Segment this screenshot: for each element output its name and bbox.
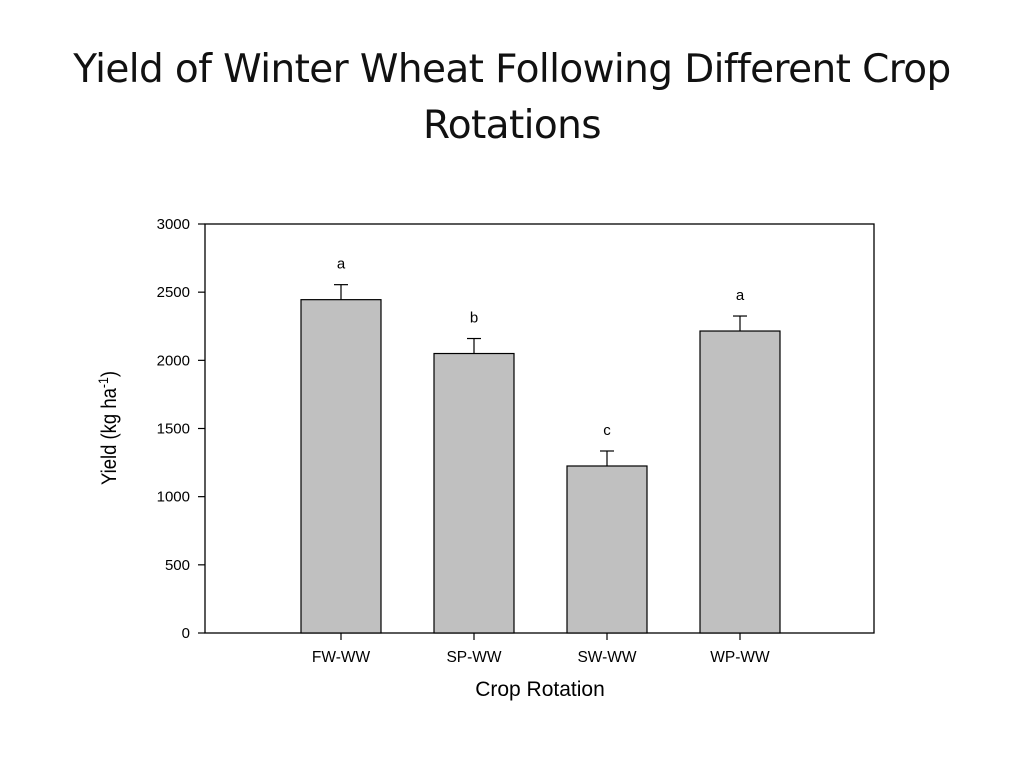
significance-label: a [337,256,346,273]
y-axis-title-superscript: -1 [95,377,111,388]
slide-title: Yield of Winter Wheat Following Differen… [40,42,984,154]
slide-title-line-1: Yield of Winter Wheat Following Differen… [73,47,951,92]
bar-series: a b c a [300,256,781,634]
x-tick-label: SW-WW [577,649,636,666]
significance-label: c [603,422,611,439]
y-tick-label: 1000 [157,489,190,506]
y-axis: 0 500 1000 1500 2000 2500 3000 [157,216,205,642]
x-tick-label: SP-WW [446,649,501,666]
significance-label: a [736,287,745,304]
x-axis-title: Crop Rotation [475,678,605,701]
bar [566,465,648,634]
y-tick-label: 2500 [157,284,190,301]
y-tick-label: 500 [165,557,190,574]
significance-label: b [470,310,478,327]
bar [300,299,382,634]
x-axis: FW-WW SP-WW SW-WW WP-WW [312,633,770,666]
y-tick-label: 3000 [157,216,190,233]
x-tick-label: WP-WW [710,649,770,666]
y-tick-label: 2000 [157,352,190,369]
y-tick-label: 0 [182,625,190,642]
bar [699,330,781,634]
bar [433,352,515,634]
y-axis-title: Yield (kg ha-1) [95,371,121,485]
x-tick-label: FW-WW [312,649,371,666]
y-axis-title-main: Yield (kg ha [98,388,121,485]
slide-title-line-2: Rotations [422,103,602,148]
y-axis-title-close: ) [98,371,121,377]
y-tick-label: 1500 [157,421,190,438]
